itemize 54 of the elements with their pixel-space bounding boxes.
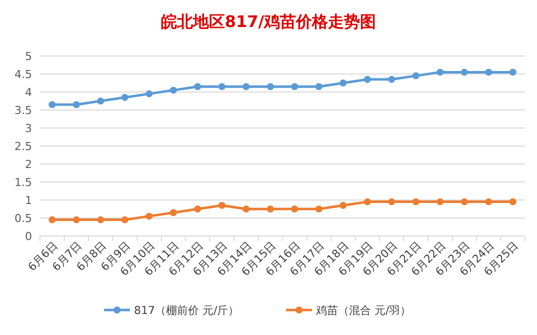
point bbox=[412, 72, 420, 80]
point bbox=[146, 212, 153, 220]
point bbox=[291, 83, 298, 90]
point bbox=[364, 76, 371, 83]
y-tick-label: 0.5 bbox=[14, 212, 32, 225]
y-tick-label: 1.5 bbox=[14, 176, 32, 189]
point bbox=[218, 83, 226, 90]
y-tick-label: 2.5 bbox=[14, 140, 32, 153]
y-tick-label: 0 bbox=[25, 230, 32, 243]
point bbox=[340, 202, 347, 209]
legend-label: 鸡苗（混合 元/羽） bbox=[315, 304, 412, 317]
point bbox=[485, 198, 492, 206]
point bbox=[121, 94, 128, 101]
point bbox=[72, 216, 80, 224]
point bbox=[291, 206, 298, 212]
point bbox=[146, 90, 153, 98]
y-tick-label: 3 bbox=[25, 122, 32, 135]
point bbox=[509, 198, 516, 206]
point bbox=[266, 83, 274, 90]
point bbox=[48, 101, 56, 108]
point bbox=[97, 98, 104, 104]
point bbox=[218, 202, 226, 209]
point bbox=[121, 216, 128, 224]
point bbox=[315, 206, 322, 212]
point bbox=[460, 68, 468, 76]
point bbox=[436, 68, 444, 76]
point bbox=[412, 198, 420, 206]
point bbox=[388, 198, 396, 206]
y-tick-label: 1 bbox=[25, 194, 32, 207]
y-tick-label: 2 bbox=[25, 158, 32, 171]
y-tick-label: 4.5 bbox=[14, 68, 32, 81]
point bbox=[485, 68, 492, 76]
point bbox=[340, 80, 347, 86]
legend-label: 817（棚前价 元/斤） bbox=[134, 304, 240, 317]
y-tick-label: 5 bbox=[25, 50, 32, 63]
point bbox=[388, 76, 396, 83]
point bbox=[194, 83, 202, 90]
y-tick-label: 4 bbox=[25, 86, 32, 99]
point bbox=[509, 68, 516, 76]
point bbox=[436, 198, 444, 206]
point bbox=[242, 83, 250, 90]
point bbox=[170, 86, 177, 94]
point bbox=[460, 198, 468, 206]
point bbox=[364, 198, 371, 206]
point bbox=[242, 206, 250, 212]
point bbox=[315, 83, 322, 90]
point bbox=[48, 216, 56, 224]
chart-title: 皖北地区817/鸡苗价格走势图 bbox=[160, 12, 376, 31]
point bbox=[266, 206, 274, 212]
point bbox=[170, 209, 177, 216]
y-tick-label: 3.5 bbox=[14, 104, 32, 117]
point bbox=[72, 101, 80, 108]
point bbox=[194, 206, 202, 212]
point bbox=[97, 216, 104, 224]
